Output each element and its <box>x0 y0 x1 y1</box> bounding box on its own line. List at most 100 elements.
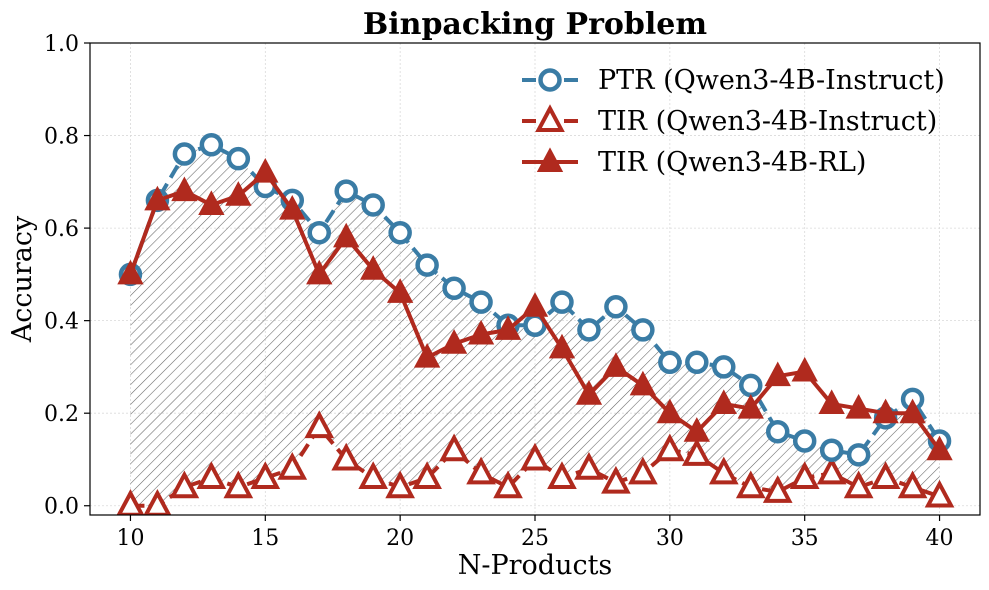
data-point <box>117 259 144 285</box>
data-point <box>334 179 358 203</box>
legend-marker <box>536 147 564 172</box>
data-point <box>601 465 631 494</box>
legend-item: PTR (Qwen3-4B-Instruct) <box>522 65 945 96</box>
data-point <box>358 461 389 489</box>
data-point <box>655 433 685 462</box>
data-point <box>521 292 549 317</box>
series-2 <box>117 157 953 461</box>
data-point <box>870 461 901 489</box>
legend-item: TIR (Qwen3-4B-RL) <box>522 147 866 178</box>
data-point <box>739 373 763 398</box>
data-point <box>307 220 331 245</box>
data-point <box>361 193 385 217</box>
data-point <box>413 343 441 368</box>
data-point <box>171 176 198 202</box>
data-point <box>792 429 817 453</box>
y-axis-label: Accuracy <box>7 215 38 343</box>
data-point <box>520 442 550 471</box>
data-point <box>762 475 793 503</box>
data-point <box>575 380 603 405</box>
data-point <box>791 356 818 382</box>
legend-marker <box>538 68 562 92</box>
legend-label: TIR (Qwen3-4B-Instruct) <box>598 106 937 137</box>
data-point <box>926 435 953 461</box>
data-point <box>388 220 412 245</box>
data-point <box>331 442 362 471</box>
data-point <box>412 461 442 489</box>
data-point <box>439 433 469 462</box>
data-point <box>550 290 574 314</box>
data-point <box>252 157 279 183</box>
data-point <box>658 350 682 375</box>
data-point <box>440 329 468 354</box>
x-tick-label: 10 <box>116 526 144 551</box>
y-tick-label: 0.6 <box>44 217 79 242</box>
data-point <box>469 290 493 314</box>
x-tick-label: 20 <box>386 526 414 551</box>
axis-ticks: 10 15 20 25 30 35 40 0.0 0.2 0.4 0.6 0.8 1.0 <box>44 32 954 551</box>
data-point <box>223 470 254 499</box>
legend-label: PTR (Qwen3-4B-Instruct) <box>598 65 945 96</box>
data-point <box>577 318 601 342</box>
y-tick-label: 0.0 <box>44 495 79 520</box>
data-point <box>899 398 926 424</box>
data-point <box>196 461 227 489</box>
legend-marker <box>535 104 565 132</box>
data-point <box>602 352 630 377</box>
data-point <box>685 350 709 375</box>
data-point <box>250 461 281 489</box>
legend-item: TIR (Qwen3-4B-Instruct) <box>522 104 937 137</box>
y-tick-label: 1.0 <box>44 32 79 57</box>
data-point <box>737 393 764 419</box>
x-tick-label: 35 <box>791 526 819 551</box>
series-group <box>116 133 955 515</box>
data-point <box>360 255 387 280</box>
data-point <box>279 194 306 220</box>
data-point <box>629 370 657 396</box>
data-point <box>442 276 466 301</box>
y-tick-label: 0.4 <box>44 310 79 335</box>
data-point <box>819 438 844 462</box>
data-point <box>277 451 308 480</box>
data-point <box>493 470 523 499</box>
y-tick-label: 0.8 <box>44 125 79 150</box>
x-tick-label: 25 <box>521 526 549 551</box>
y-tick-label: 0.2 <box>44 402 79 427</box>
data-point <box>547 461 577 489</box>
chart-title: Binpacking Problem <box>363 7 707 42</box>
data-point <box>631 318 655 342</box>
data-point <box>199 133 224 157</box>
data-point <box>845 393 872 419</box>
data-point <box>548 333 576 359</box>
x-tick-label: 30 <box>656 526 684 551</box>
data-point <box>198 190 225 215</box>
data-point <box>466 456 496 485</box>
data-point <box>712 355 736 379</box>
data-point <box>226 146 251 171</box>
legend-label: TIR (Qwen3-4B-RL) <box>598 147 866 178</box>
x-tick-label: 40 <box>926 526 954 551</box>
data-point <box>765 419 790 444</box>
data-point <box>816 456 847 485</box>
data-point <box>789 461 820 489</box>
data-point <box>169 470 200 499</box>
data-point <box>764 361 791 387</box>
data-point <box>494 315 522 340</box>
data-point <box>467 319 495 345</box>
data-point <box>843 470 874 499</box>
data-point <box>172 142 197 166</box>
data-point <box>415 253 439 277</box>
data-point <box>225 181 252 206</box>
x-axis-label: N-Products <box>458 550 613 581</box>
data-point <box>710 389 737 414</box>
data-point <box>604 295 628 319</box>
data-point <box>144 185 171 211</box>
data-point <box>304 410 335 439</box>
legend: PTR (Qwen3-4B-Instruct) TIR (Qwen3-4B-Ins… <box>522 65 945 178</box>
data-point <box>846 443 871 467</box>
data-point <box>574 451 604 480</box>
data-point <box>924 479 955 508</box>
data-point <box>818 389 845 414</box>
data-point <box>656 398 684 424</box>
